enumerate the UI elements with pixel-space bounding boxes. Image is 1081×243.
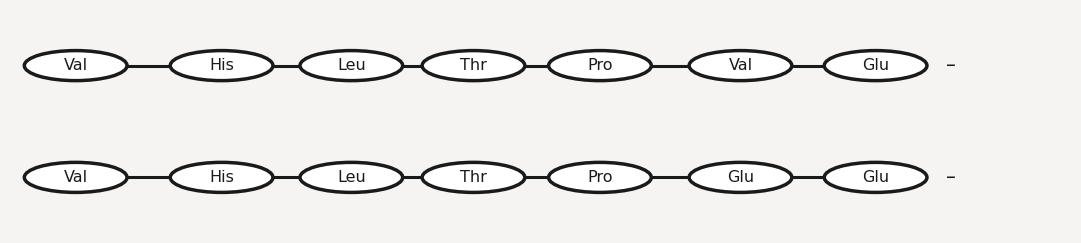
Text: Thr: Thr [461, 170, 486, 185]
Text: Glu: Glu [862, 58, 890, 73]
Text: His: His [209, 170, 235, 185]
Ellipse shape [549, 51, 651, 81]
Text: Glu: Glu [862, 170, 890, 185]
Ellipse shape [422, 51, 525, 81]
Text: –: – [947, 56, 957, 75]
Text: Leu: Leu [337, 58, 365, 73]
Text: Pro: Pro [587, 170, 613, 185]
Ellipse shape [299, 51, 403, 81]
Text: Glu: Glu [726, 170, 755, 185]
Ellipse shape [825, 162, 927, 192]
Ellipse shape [549, 162, 651, 192]
Ellipse shape [690, 162, 791, 192]
Ellipse shape [171, 162, 272, 192]
Text: His: His [209, 58, 235, 73]
Text: Val: Val [64, 58, 88, 73]
Ellipse shape [825, 51, 927, 81]
Ellipse shape [171, 51, 272, 81]
Text: Val: Val [64, 170, 88, 185]
Ellipse shape [422, 162, 525, 192]
Ellipse shape [24, 162, 128, 192]
Ellipse shape [690, 51, 791, 81]
Text: Pro: Pro [587, 58, 613, 73]
Ellipse shape [299, 162, 403, 192]
Ellipse shape [24, 51, 128, 81]
Text: Leu: Leu [337, 170, 365, 185]
Text: –: – [947, 168, 957, 187]
Text: Val: Val [729, 58, 752, 73]
Text: Thr: Thr [461, 58, 486, 73]
